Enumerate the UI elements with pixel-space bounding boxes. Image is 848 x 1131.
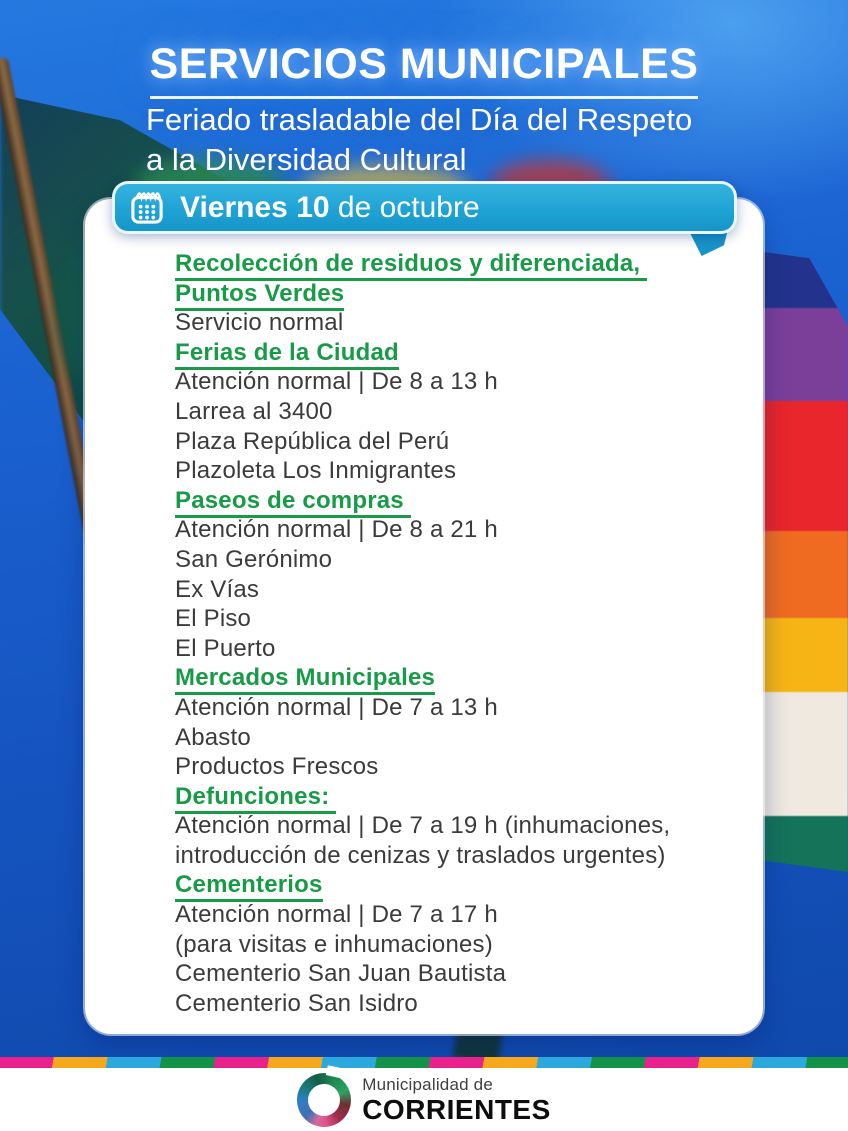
schedule-item: San Gerónimo — [175, 545, 333, 573]
section-heading: Cementerios — [175, 870, 735, 903]
section-heading: Paseos de compras — [175, 486, 735, 518]
schedule-item: Plaza República del Perú — [175, 427, 450, 455]
logo-line-1: Municipalidad de — [362, 1074, 493, 1094]
date-month: de octubre — [329, 190, 480, 224]
decorative-color-stripe — [0, 1057, 848, 1068]
schedule-item: Cementerio San Isidro — [175, 989, 418, 1017]
schedule-item: Atención normal | De 8 a 13 h — [175, 368, 498, 396]
section-heading: Puntos Verdes — [175, 279, 735, 311]
background-wiphala-flag — [756, 252, 848, 872]
schedule-item: Atención normal | De 7 a 13 h — [175, 693, 498, 721]
municipality-logo-text: Municipalidad de CORRIENTES — [362, 1076, 551, 1124]
subtitle-line-1: Feriado trasladable del Día del Respeto — [146, 102, 693, 137]
schedule-content: Recolección de residuos y diferenciada, … — [175, 249, 735, 1018]
schedule-item: El Puerto — [175, 634, 276, 662]
schedule-item: Productos Frescos — [175, 753, 379, 781]
schedule-item: Abasto — [175, 723, 251, 751]
schedule-item: El Piso — [175, 605, 252, 633]
schedule-item: Atención normal | De 7 a 17 h — [175, 901, 498, 929]
municipality-swirl-logo-icon — [290, 1065, 359, 1131]
schedule-item: Plazoleta Los Inmigrantes — [175, 457, 457, 485]
footer: Municipalidad de CORRIENTES — [0, 1065, 848, 1131]
date-banner-text: Viernes 10 de octubre — [180, 191, 480, 225]
date-banner: Viernes 10 de octubre — [112, 181, 737, 234]
page-subtitle: Feriado trasladable del Día del Respeto a… — [146, 100, 692, 180]
section-heading: Mercados Municipales — [175, 663, 735, 696]
schedule-item: (para visitas e inhumaciones) — [175, 930, 493, 958]
page-title: SERVICIOS MUNICIPALES — [149, 40, 699, 99]
schedule-item: Ex Vías — [175, 575, 260, 603]
schedule-item: Cementerio San Juan Bautista — [175, 960, 507, 988]
subtitle-line-2: a la Diversidad Cultural — [146, 142, 467, 177]
section-heading: Defunciones: — [175, 782, 735, 814]
schedule-item: Larrea al 3400 — [175, 397, 333, 425]
schedule-item: Atención normal | De 7 a 19 h (inhumacio… — [175, 812, 671, 840]
schedule-item: introducción de cenizas y traslados urge… — [175, 841, 666, 869]
logo-line-2: CORRIENTES — [362, 1093, 551, 1125]
schedule-item: Atención normal | De 8 a 21 h — [175, 516, 498, 544]
schedule-item: Servicio normal — [175, 309, 344, 337]
schedule-card: Recolección de residuos y diferenciada, … — [85, 199, 763, 1034]
date-day: Viernes 10 — [180, 190, 330, 224]
calendar-icon — [131, 191, 163, 224]
section-heading: Recolección de residuos y diferenciada, — [175, 249, 735, 281]
section-heading: Ferias de la Ciudad — [175, 338, 735, 370]
